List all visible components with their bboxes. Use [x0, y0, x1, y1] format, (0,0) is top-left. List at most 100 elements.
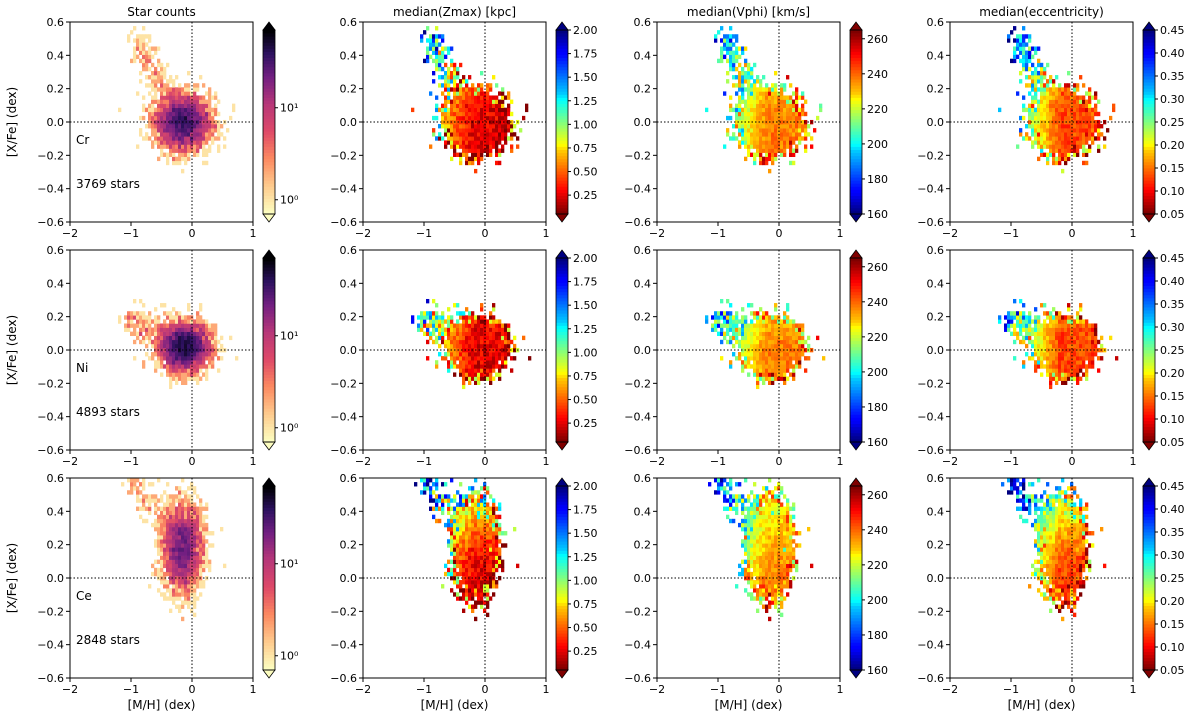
x-tick-label: −1	[416, 455, 432, 468]
heatmap-cell	[178, 376, 182, 381]
heatmap-cell	[175, 160, 179, 166]
heatmap-cell	[456, 522, 460, 528]
heatmap-cell	[169, 368, 173, 373]
heatmap-cell	[163, 592, 167, 597]
heatmap-cell	[178, 339, 182, 345]
heatmap-cell	[202, 543, 206, 548]
heatmap-cell	[759, 531, 763, 536]
heatmap-cell	[750, 311, 754, 316]
heatmap-cell	[223, 144, 227, 149]
colorbar-segment	[556, 587, 568, 591]
y-tick-label: −0.4	[37, 183, 64, 196]
heatmap-cell	[732, 54, 736, 60]
heatmap-cell	[744, 356, 748, 361]
colorbar-segment	[850, 663, 862, 668]
heatmap-cell	[501, 335, 505, 341]
heatmap-cell	[468, 596, 472, 601]
heatmap-cell	[166, 547, 170, 552]
heatmap-cell	[744, 547, 748, 552]
heatmap-cell	[783, 331, 787, 337]
heatmap-cell	[483, 331, 487, 337]
heatmap-cell	[202, 563, 206, 569]
heatmap-cell	[453, 526, 457, 532]
heatmap-cell	[468, 575, 472, 581]
heatmap-cell	[181, 168, 185, 174]
heatmap-cell	[720, 327, 724, 332]
heatmap-cell	[738, 563, 742, 569]
colorbar-segment	[556, 627, 568, 631]
heatmap-cell	[127, 315, 131, 320]
colorbar-segment	[556, 581, 568, 585]
heatmap-cell	[160, 551, 164, 556]
heatmap-cell	[762, 91, 766, 96]
heatmap-cell	[175, 156, 179, 162]
heatmap-cell	[172, 319, 176, 324]
heatmap-cells	[414, 478, 520, 622]
heatmap-cell	[738, 119, 742, 125]
heatmap-cell	[747, 335, 751, 341]
heatmap-cell	[774, 119, 778, 125]
heatmap-cell	[169, 132, 173, 137]
heatmap-cell	[199, 115, 203, 121]
heatmap-cell	[187, 70, 191, 76]
heatmap-cell	[477, 356, 481, 361]
colorbar-segment	[850, 614, 862, 619]
heatmap-cell	[178, 531, 182, 536]
heatmap-cell	[435, 38, 439, 43]
heatmap-cell	[750, 563, 754, 569]
colorbar-segment	[263, 504, 275, 508]
heatmap-cell	[768, 115, 772, 121]
colorbar-segment	[263, 143, 275, 147]
heatmap-cell	[786, 571, 790, 577]
heatmap-cell	[468, 571, 472, 577]
heatmap-cell	[507, 124, 511, 129]
heatmap-cell	[462, 140, 466, 145]
heatmap-cell	[160, 331, 164, 337]
heatmap-cell	[480, 356, 484, 361]
heatmap-cell	[729, 95, 733, 100]
heatmap-cell	[483, 356, 487, 361]
heatmap-cell	[133, 339, 137, 345]
heatmap-cell	[157, 144, 161, 149]
heatmap-cell	[747, 360, 751, 365]
colorbar-segment	[556, 525, 568, 530]
heatmap-cell	[196, 136, 200, 141]
heatmap-cell	[753, 584, 757, 589]
heatmap-cell	[747, 514, 751, 520]
heatmap-cell	[486, 526, 490, 532]
heatmap-cell	[735, 510, 739, 516]
heatmap-cell	[795, 364, 799, 369]
heatmap-cell	[148, 83, 152, 88]
heatmap-cell	[444, 115, 448, 121]
heatmap-cell	[465, 140, 469, 145]
heatmap-cell	[804, 347, 808, 353]
heatmap-cell	[196, 115, 200, 121]
heatmap-cell	[741, 539, 745, 544]
heatmap-cell	[750, 70, 754, 76]
colorbar-segment	[556, 562, 568, 567]
heatmap-cell	[765, 490, 769, 495]
heatmap-cell	[759, 376, 763, 381]
heatmap-cell	[771, 111, 775, 117]
heatmap-cell	[510, 148, 514, 153]
heatmap-cell	[151, 132, 155, 137]
heatmap-cell	[768, 368, 772, 373]
heatmap-cell	[187, 156, 191, 162]
x-tick-label: 0	[189, 455, 196, 468]
heatmap-cell	[783, 559, 787, 565]
heatmap-cell	[471, 356, 475, 361]
heatmap-cell	[157, 364, 161, 369]
heatmap-cell	[474, 99, 478, 104]
heatmap-cell	[747, 83, 751, 88]
heatmap-cell	[465, 494, 469, 499]
heatmap-cell	[456, 75, 460, 80]
y-tick-label: −0.6	[330, 444, 357, 457]
heatmap-cell	[480, 596, 484, 601]
heatmap-cell	[447, 510, 451, 516]
heatmap-cell	[199, 571, 203, 577]
heatmap-cell	[196, 372, 200, 377]
heatmap-cell	[474, 140, 478, 145]
colorbar-segment	[263, 624, 275, 628]
heatmap-cell	[459, 331, 463, 337]
heatmap-cell	[178, 526, 182, 532]
